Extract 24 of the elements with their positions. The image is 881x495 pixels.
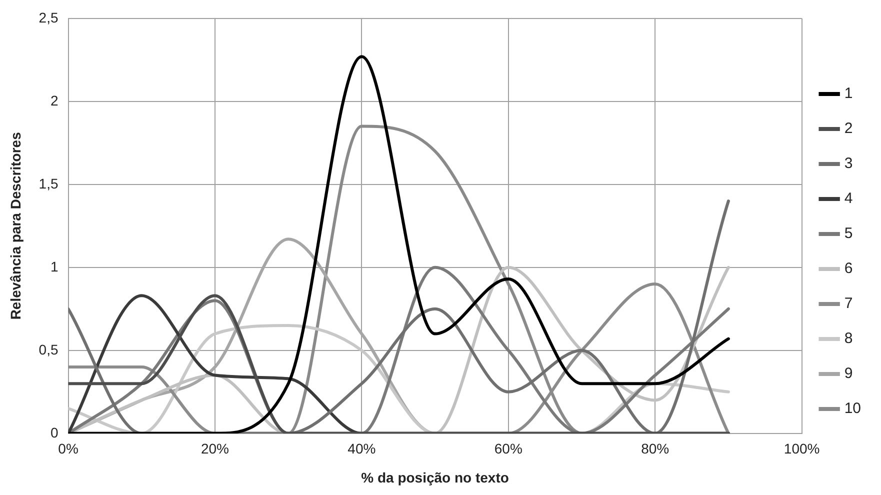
x-tick-label: 60% [494, 440, 522, 457]
y-axis-title: Relevância para Descritores [7, 132, 24, 320]
y-tick-label: 0 [50, 424, 58, 440]
legend-label: 9 [844, 365, 853, 382]
y-tick-label: 0,5 [38, 341, 58, 358]
legend-label: 7 [844, 295, 853, 312]
y-tick-label: 1 [50, 258, 58, 274]
legend-label: 2 [844, 120, 853, 138]
x-axis-title: % da posição no texto [361, 469, 509, 486]
legend-label: 3 [844, 155, 853, 172]
x-tick-label: 20% [200, 440, 229, 457]
legend-label: 5 [844, 225, 853, 242]
legend-label: 6 [844, 260, 853, 278]
legend-label: 8 [844, 330, 853, 348]
legend-label: 1 [844, 85, 853, 102]
x-tick-label: 0% [58, 440, 78, 457]
y-tick-label: 1,5 [38, 175, 58, 192]
x-tick-label: 40% [348, 440, 376, 457]
x-tick-label: 100% [784, 440, 820, 457]
y-tick-label: 2 [50, 92, 58, 108]
legend-label: 4 [844, 190, 853, 208]
legend-label: 10 [844, 400, 862, 418]
y-tick-label: 2,5 [38, 9, 58, 26]
x-tick-label: 80% [641, 440, 670, 457]
